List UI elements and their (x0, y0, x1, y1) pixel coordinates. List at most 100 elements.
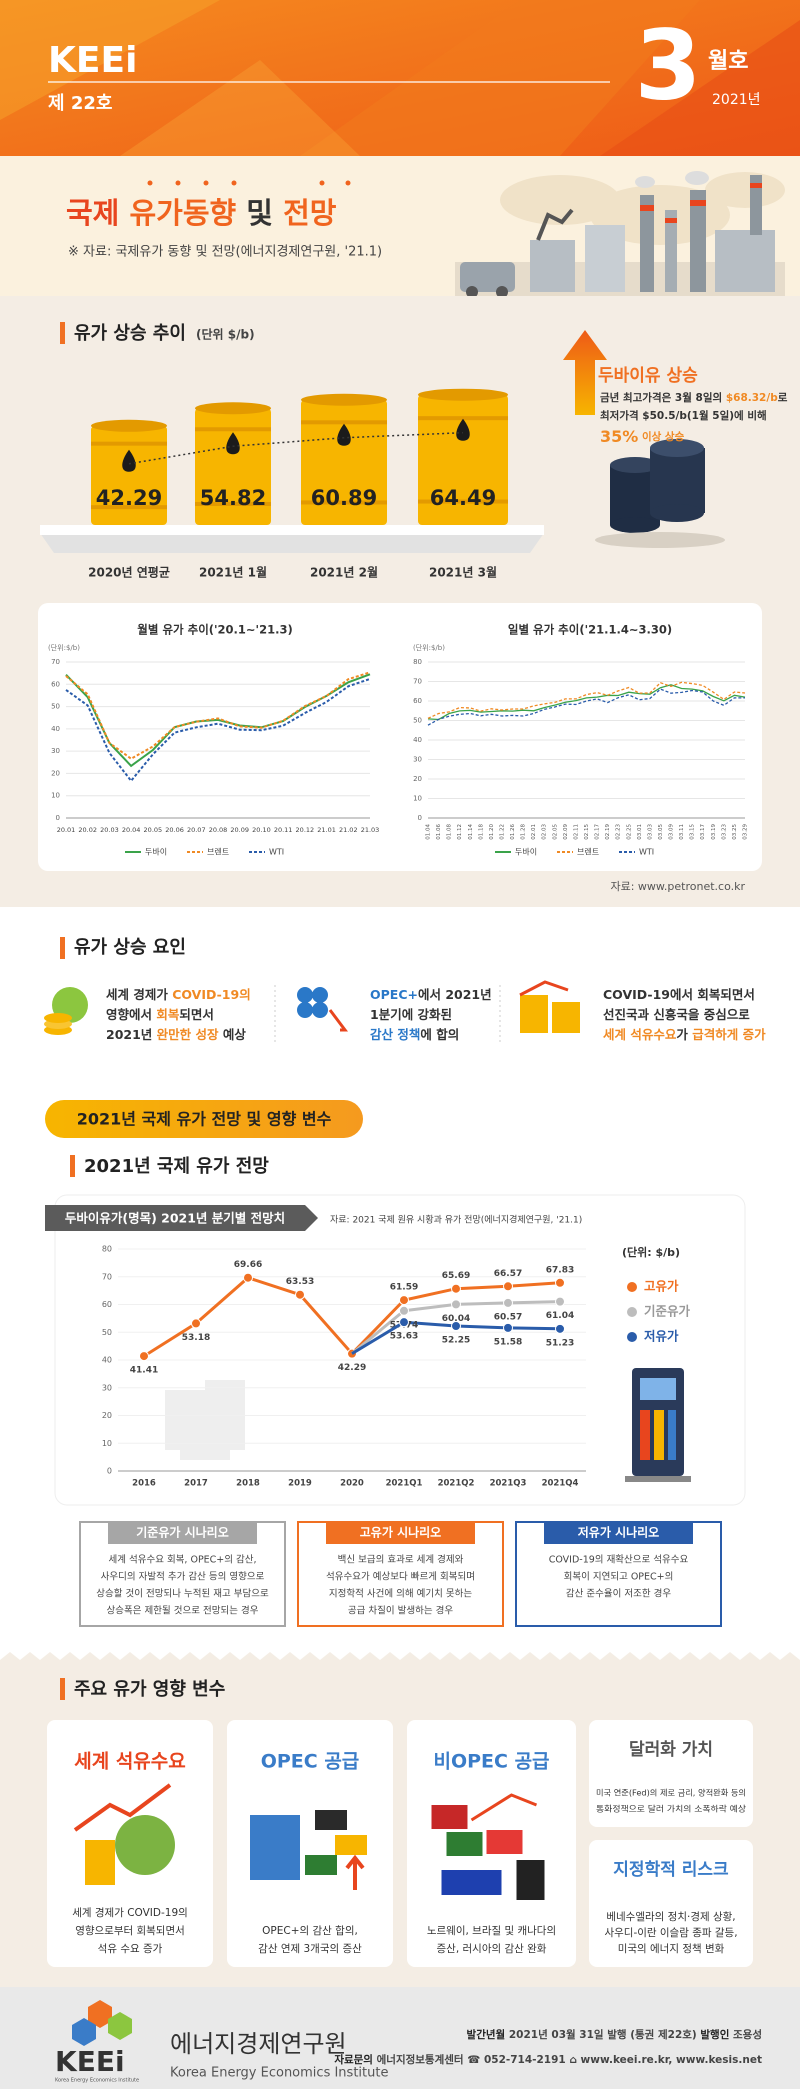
x-tick-label: 02.05 (552, 824, 558, 840)
factor-line: 감산 정책에 합의 (370, 1027, 459, 1042)
x-tick-label: 01.22 (499, 824, 505, 840)
y-tick-label: 50 (413, 717, 422, 725)
source: 자료: www.petronet.co.kr (610, 880, 745, 893)
x-tick-label: 20.12 (296, 826, 315, 834)
series-line (427, 681, 746, 719)
text-span: 2021년 (106, 1027, 157, 1042)
x-tick-label: 02.11 (573, 824, 579, 840)
x-tick-label: 20.10 (252, 826, 271, 834)
x-tick-label: 21.02 (339, 826, 358, 834)
demand-icon (519, 980, 580, 1033)
x-tick-label: 2021Q3 (490, 1479, 527, 1489)
y-tick-label: 0 (56, 814, 60, 822)
x-tick-label: 01.06 (436, 824, 442, 840)
text-span: $68.32/b (726, 392, 778, 404)
card-line: 노르웨이, 브라질 및 캐나다의 (427, 1925, 556, 1937)
barrel-top (195, 402, 271, 415)
issue: 제 22호 (48, 93, 112, 114)
heading-bar (70, 1155, 75, 1177)
section-heading: 유가 상승 추이 (74, 323, 186, 344)
legend-label: 두바이 (515, 847, 537, 857)
x-tick-label: 01.26 (510, 824, 516, 840)
value-label: 61.59 (390, 1283, 418, 1293)
value-label: 66.57 (494, 1269, 522, 1279)
axis-unit: (단위: $/b) (622, 1245, 680, 1259)
barrel-ridge (195, 501, 271, 506)
series-line (65, 671, 371, 760)
text-span: 되면서 (179, 1007, 214, 1022)
text-span: 급격하게 증가 (692, 1027, 766, 1042)
flag (446, 1832, 483, 1856)
card-line: 석유 수요 증가 (98, 1943, 163, 1955)
card-line: 세계 경제가 COVID-19의 (72, 1906, 188, 1919)
text-span: 세계 석유수요 (603, 1027, 677, 1042)
text-span: 에 합의 (420, 1027, 459, 1042)
arrow (73, 1783, 172, 1832)
value-label: 67.83 (546, 1265, 574, 1275)
card-title: 달러화 가치 (629, 1739, 713, 1760)
data-point (243, 1272, 253, 1283)
value-label: 53.63 (390, 1332, 418, 1342)
y-tick-label: 20 (51, 769, 60, 777)
factor-line: OPEC+에서 2021년 (370, 987, 492, 1002)
x-tick-label: 02.09 (563, 824, 569, 840)
text-span: 세계 경제가 (106, 987, 172, 1002)
legend-label: 브렌트 (207, 847, 229, 857)
platform-top (40, 525, 544, 535)
data-point (451, 1321, 461, 1332)
value-label: 42.29 (338, 1363, 366, 1373)
axis-unit: (단위:$/b) (413, 643, 445, 652)
flag (335, 1835, 367, 1855)
y-tick-label: 60 (51, 680, 60, 688)
x-tick-label: 03.25 (732, 824, 738, 840)
legend-label: 두바이 (145, 847, 167, 857)
year: 2021년 (712, 92, 761, 108)
y-tick-label: 10 (51, 792, 60, 800)
text-span: 전망 (283, 196, 337, 230)
x-tick-label: 01.28 (521, 824, 527, 840)
barrel-ridge (301, 420, 387, 425)
x-tick-label: 2021Q1 (386, 1479, 423, 1489)
barrel (195, 402, 271, 525)
scenario-line: COVID-19의 재확산으로 석유수요 (549, 1554, 689, 1566)
factor-line: 2021년 완만한 성장 예상 (106, 1027, 246, 1042)
x-tick-label: 03.05 (658, 824, 664, 840)
x-tick-label: 03.09 (669, 824, 675, 840)
legend-swatch (627, 1332, 637, 1342)
data-point (139, 1351, 149, 1362)
value-label: 63.53 (286, 1277, 314, 1287)
barrel-ridge (91, 505, 167, 510)
data-point (503, 1297, 513, 1308)
globe (115, 1815, 175, 1875)
barrel-body (195, 408, 271, 525)
text-span: 발간년월 (467, 2028, 509, 2041)
x-tick-label: 21.03 (361, 826, 380, 834)
y-tick-label: 40 (51, 725, 60, 733)
series-line (65, 677, 371, 783)
x-tick-label: 01.12 (457, 824, 463, 840)
logo-mark (72, 2000, 132, 2046)
x-tick-label: 02.15 (584, 824, 590, 840)
scenario-line: 세계 석유수요 회복, OPEC+의 감산, (108, 1554, 256, 1566)
legend-label: WTI (269, 848, 284, 857)
flag (441, 1870, 502, 1895)
scenario-line: 사우디의 자발적 추가 감산 등의 영향으로 (101, 1571, 265, 1583)
y-tick-label: 80 (413, 658, 422, 666)
platform (40, 533, 544, 553)
title-dots (147, 180, 351, 186)
oil-drop (122, 449, 136, 472)
growth-icon (44, 987, 88, 1035)
x-tick-label: 03.03 (647, 824, 653, 840)
x-tick-label: 03.15 (690, 824, 696, 840)
y-tick-label: 80 (102, 1245, 112, 1254)
text-span: 완만한 성장 (157, 1027, 219, 1042)
callout-line: 최저가격 $50.5/b(1월 5일)에 비해 (600, 409, 767, 422)
x-tick-label: 2021Q2 (438, 1479, 475, 1489)
barrel-top (91, 419, 167, 432)
series-line (427, 684, 746, 721)
text-span: 이상 상승 (638, 430, 684, 443)
legend-label: 기준유가 (644, 1304, 691, 1319)
value-label: 60.89 (311, 486, 377, 510)
